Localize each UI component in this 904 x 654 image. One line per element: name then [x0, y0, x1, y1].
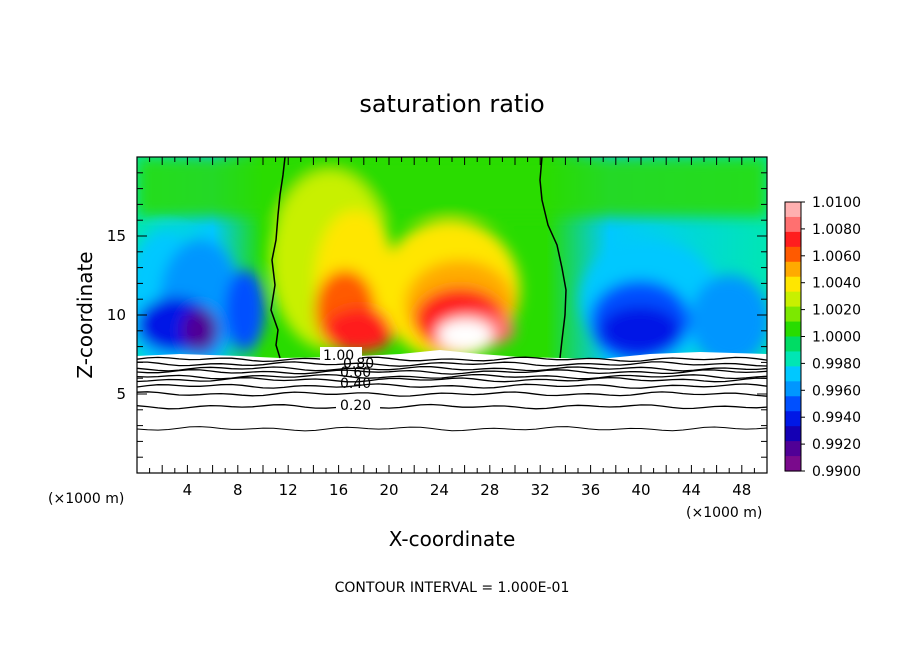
colorbar-label: 1.0020: [812, 303, 861, 319]
level-contour-line: [137, 369, 767, 375]
contour-interval-note: CONTOUR INTERVAL = 1.000E-01: [335, 580, 570, 596]
colorbar-swatch: [785, 321, 801, 338]
saturation-line-right: [539, 157, 567, 359]
x-tick-label: 20: [379, 481, 398, 499]
level-contour-line: [137, 383, 767, 389]
x-tick-label: 32: [531, 481, 550, 499]
x-axis-label: X-coordinate: [389, 527, 516, 551]
colorbar-label: 0.9980: [812, 356, 861, 372]
colorbar-swatch: [785, 202, 801, 218]
x-tick-label: 16: [329, 481, 348, 499]
x-tick-label: 4: [183, 481, 193, 499]
level-contour-line: [137, 376, 767, 383]
colorbar-swatch: [785, 231, 801, 248]
x-tick-label: 36: [581, 481, 600, 499]
saturation-line-left: [270, 157, 286, 359]
x-axis-ticks: 4 8 12 16 20 24 28 32 36 40 44 48: [149, 157, 755, 499]
level-contours: [137, 356, 767, 432]
level-contour-line: [137, 356, 767, 363]
x-unit-label: (×1000 m): [686, 505, 762, 521]
colorbar-swatch: [785, 351, 801, 367]
plot-area: [137, 157, 767, 473]
contour-label-group: 1.00 0.80 0.60 0.40 0.20: [320, 347, 380, 414]
colorbar-swatch: [785, 426, 801, 442]
z-unit-label: (×1000 m): [48, 491, 124, 507]
level-contour-line: [137, 391, 767, 397]
colorbar-label: 0.9960: [812, 383, 861, 399]
saturation-contours: [270, 157, 567, 359]
x-tick-label: 24: [430, 481, 449, 499]
colorbar-swatch: [785, 456, 801, 472]
x-tick-label: 44: [682, 481, 701, 499]
colorbar-swatch: [785, 381, 801, 397]
colorbar-swatch: [785, 246, 801, 263]
colorbar-label: 1.0100: [812, 195, 861, 211]
level-contour-line: [137, 403, 767, 410]
x-tick-label: 48: [732, 481, 751, 499]
y-axis-label: Z-coordinate: [73, 251, 97, 378]
x-tick-label: 40: [631, 481, 650, 499]
saturation-field: [137, 157, 767, 370]
contour-label: 1.00: [323, 348, 354, 364]
colorbar-label: 0.9940: [812, 410, 861, 426]
colorbar-swatch: [785, 216, 801, 233]
y-axis-ticks: 5 10 15: [107, 172, 767, 458]
colorbar-label: 1.0000: [812, 330, 861, 346]
level-contour-line: [137, 373, 767, 380]
x-tick-label: 28: [480, 481, 499, 499]
level-contour-line: [137, 365, 767, 372]
x-tick-label: 12: [279, 481, 298, 499]
contour-label: 0.40: [340, 376, 371, 392]
colorbar-swatch: [785, 396, 801, 412]
y-tick-label: 5: [116, 385, 126, 403]
colorbar-swatch: [785, 291, 801, 308]
colorbar-swatch: [785, 411, 801, 427]
colorbar-label: 0.9920: [812, 437, 861, 453]
colorbar-label: 1.0060: [812, 249, 861, 265]
chart-title: saturation ratio: [359, 90, 544, 118]
y-tick-label: 10: [107, 306, 126, 324]
colorbar-swatch: [785, 276, 801, 293]
colorbar-swatch: [785, 261, 801, 278]
colorbar-swatch: [785, 306, 801, 323]
colorbar-label: 0.9900: [812, 464, 861, 480]
colorbar-label: 1.0080: [812, 222, 861, 238]
colorbar-label: 1.0040: [812, 276, 861, 292]
colorbar-swatch: [785, 366, 801, 382]
contour-label: 0.20: [340, 398, 371, 414]
level-contour-line: [137, 426, 767, 432]
contour-label: 0.60: [340, 365, 371, 381]
x-tick-label: 8: [233, 481, 243, 499]
contour-label: 0.80: [343, 356, 374, 372]
colorbar-swatch: [785, 441, 801, 457]
y-tick-label: 15: [107, 227, 126, 245]
colorbar-swatch: [785, 336, 801, 353]
level-contour-line: [137, 361, 767, 367]
colorbar: 1.0100 1.0080 1.0060 1.0040 1.0020 1.0000 0.99…: [784, 195, 861, 480]
